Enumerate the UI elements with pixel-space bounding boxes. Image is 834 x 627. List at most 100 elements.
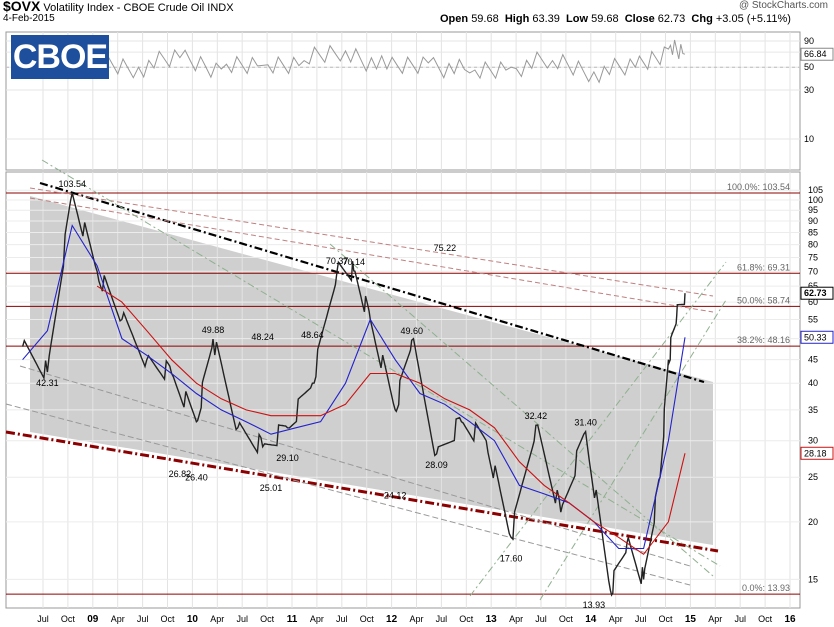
price-last-value-label: 62.73 bbox=[804, 288, 827, 298]
chg-value: +3.05 (+5.11%) bbox=[715, 13, 791, 25]
indicator-series-line bbox=[22, 39, 686, 84]
indicator-panel-frame bbox=[5, 31, 801, 171]
indicator-last-value-box bbox=[800, 47, 834, 61]
price-y-tick-label: 35 bbox=[808, 405, 818, 415]
x-tick-label: Apr bbox=[210, 614, 224, 624]
price-y-tick-label: 75 bbox=[808, 252, 818, 262]
channel-fill bbox=[30, 196, 713, 545]
lower-parallel-line-2 bbox=[5, 403, 691, 586]
x-tick-label: 10 bbox=[187, 614, 199, 625]
fib-label: 50.0%: 58.74 bbox=[737, 295, 790, 305]
price-annotation-label: 70.14 bbox=[342, 257, 365, 267]
price-last-value-label: 50.33 bbox=[804, 332, 827, 342]
price-annotation-label: 103.54 bbox=[58, 179, 86, 189]
price-annotation-label: 13.93 bbox=[583, 600, 606, 610]
indicator-y-tick-label: 90 bbox=[804, 36, 814, 46]
close-value: 62.73 bbox=[657, 13, 686, 25]
price-annotation-label: 26.82 bbox=[169, 469, 192, 479]
indicator-y-tick-label: 30 bbox=[804, 85, 814, 95]
x-tick-label: Apr bbox=[111, 614, 125, 624]
price-annotation-label: 42.31 bbox=[36, 378, 59, 388]
price-annotation-label: 32.42 bbox=[525, 411, 548, 421]
x-tick-label: 09 bbox=[87, 614, 99, 625]
upper-parallel-line-1 bbox=[29, 187, 714, 297]
x-tick-label: Apr bbox=[609, 614, 623, 624]
price-y-tick-label: 70 bbox=[808, 266, 818, 276]
price-annotation-label: 70.37 bbox=[326, 256, 349, 266]
ma-long-line bbox=[96, 285, 686, 556]
x-tick-label: Jul bbox=[535, 614, 547, 624]
price-y-tick-label: 65 bbox=[808, 281, 818, 291]
x-tick-label: Jul bbox=[137, 614, 149, 624]
x-tick-label: Jul bbox=[37, 614, 49, 624]
x-tick-label: Oct bbox=[61, 614, 76, 624]
chart-date: 4-Feb-2015 bbox=[3, 13, 55, 24]
x-tick-label: Jul bbox=[436, 614, 448, 624]
price-annotation-label: 25.01 bbox=[260, 483, 283, 493]
price-last-value-box bbox=[800, 446, 834, 460]
x-tick-label: Jul bbox=[236, 614, 248, 624]
high-value: 63.39 bbox=[532, 13, 560, 25]
price-annotation-label: 49.88 bbox=[202, 325, 225, 335]
price-y-tick-label: 55 bbox=[808, 315, 818, 325]
fan-line-up-1 bbox=[469, 261, 727, 597]
fib-label: 38.2%: 48.16 bbox=[737, 335, 790, 345]
price-y-tick-label: 15 bbox=[808, 574, 818, 584]
x-tick-label: Oct bbox=[658, 614, 673, 624]
price-annotation-label: 49.60 bbox=[400, 326, 423, 336]
price-y-tick-label: 95 bbox=[808, 205, 818, 215]
x-tick-label: Apr bbox=[310, 614, 324, 624]
high-label: High bbox=[504, 13, 530, 25]
open-label: Open bbox=[440, 13, 469, 25]
price-annotation-label: 17.60 bbox=[500, 553, 523, 563]
price-y-tick-label: 105 bbox=[808, 185, 823, 195]
price-y-tick-label: 30 bbox=[808, 436, 818, 446]
x-tick-label: Oct bbox=[559, 614, 574, 624]
index-name: Volatility Index - CBOE Crude Oil INDX bbox=[43, 2, 234, 14]
price-annotation-label: 24.12 bbox=[384, 490, 407, 500]
x-tick-label: 13 bbox=[486, 614, 498, 625]
price-annotation-label: 29.10 bbox=[276, 453, 299, 463]
price-y-tick-label: 20 bbox=[808, 517, 818, 527]
x-tick-label: Oct bbox=[160, 614, 175, 624]
x-tick-label: Oct bbox=[360, 614, 375, 624]
x-tick-label: 15 bbox=[685, 614, 697, 625]
indicator-y-tick-label: 50 bbox=[804, 62, 814, 72]
fan-line-up-2 bbox=[539, 299, 727, 601]
price-y-tick-label: 60 bbox=[808, 297, 818, 307]
watermark: @ StockCharts.com bbox=[738, 0, 828, 11]
fib-label: 0.0%: 13.93 bbox=[742, 583, 790, 593]
price-y-tick-label: 80 bbox=[808, 240, 818, 250]
price-annotation-label: 31.40 bbox=[574, 418, 597, 428]
x-tick-label: Jul bbox=[336, 614, 348, 624]
price-y-tick-label: 45 bbox=[808, 355, 818, 365]
x-tick-label: Jul bbox=[734, 614, 746, 624]
price-annotation-label: 48.64 bbox=[301, 330, 324, 340]
price-y-tick-label: 25 bbox=[808, 472, 818, 482]
lower-trendline bbox=[5, 430, 719, 553]
price-annotation-label: 26.40 bbox=[185, 472, 208, 482]
price-annotation-label: 75.22 bbox=[434, 243, 457, 253]
price-annotation-label: 48.24 bbox=[251, 332, 274, 342]
cboe-logo: CBOE bbox=[11, 35, 109, 79]
ohlc-readout: Open 59.68 High 63.39 Low 59.68 Close 62… bbox=[440, 13, 791, 25]
x-tick-label: 11 bbox=[287, 614, 298, 625]
x-tick-label: Jul bbox=[635, 614, 647, 624]
x-tick-label: Apr bbox=[409, 614, 423, 624]
x-tick-label: 14 bbox=[585, 614, 597, 625]
upper-trendline bbox=[39, 181, 705, 384]
price-y-tick-label: 40 bbox=[808, 378, 818, 388]
price-last-value-box bbox=[800, 330, 834, 344]
x-tick-label: Oct bbox=[459, 614, 474, 624]
price-annotation-label: 28.09 bbox=[425, 460, 448, 470]
price-y-tick-label: 100 bbox=[808, 195, 823, 205]
title-bar: $OVX Volatility Index - CBOE Crude Oil I… bbox=[3, 0, 234, 14]
fib-label: 100.0%: 103.54 bbox=[727, 182, 790, 192]
low-label: Low bbox=[566, 13, 589, 25]
price-last-value-label: 28.18 bbox=[804, 448, 827, 458]
close-label: Close bbox=[624, 13, 655, 25]
price-series-line bbox=[21, 192, 686, 597]
x-tick-label: Apr bbox=[708, 614, 722, 624]
